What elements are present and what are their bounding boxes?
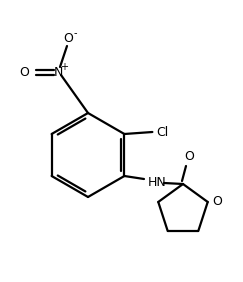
Text: N: N [53,65,63,78]
Text: -: - [73,28,77,38]
Text: O: O [184,151,194,164]
Text: O: O [63,32,73,45]
Text: Cl: Cl [156,125,169,138]
Text: +: + [60,62,68,72]
Text: O: O [213,195,223,208]
Text: O: O [19,65,29,78]
Text: HN: HN [148,175,167,188]
